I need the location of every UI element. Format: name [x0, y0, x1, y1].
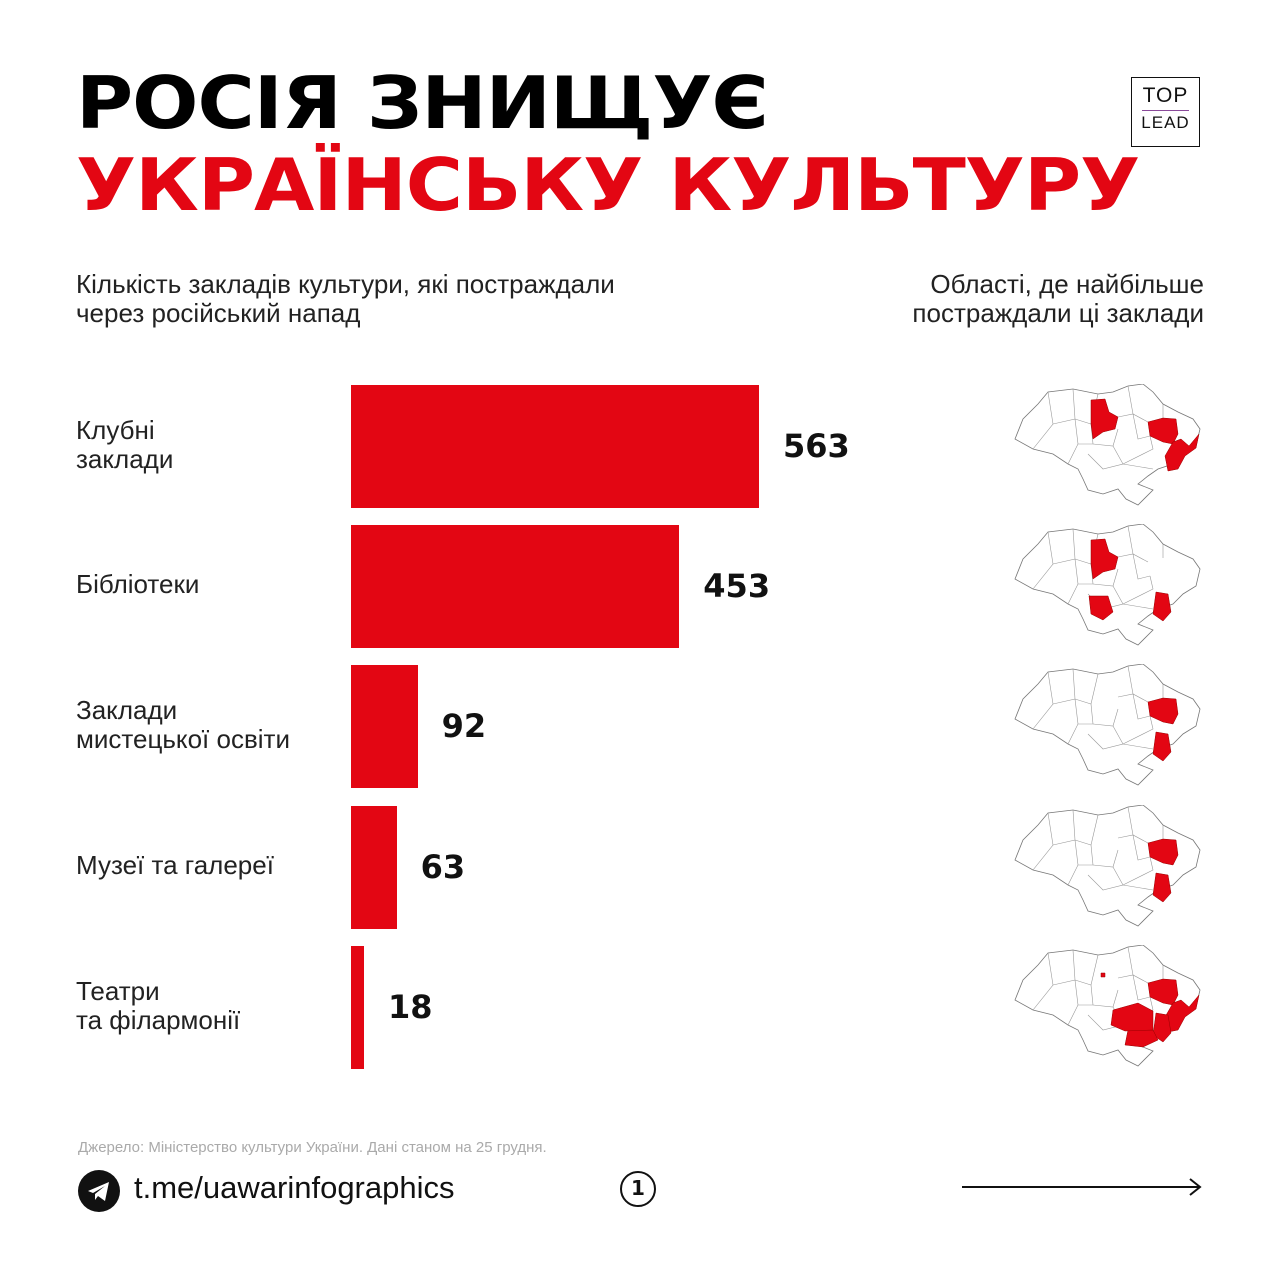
logo-bottom: LEAD — [1141, 113, 1190, 132]
highlighted-region-zaporizhzhia — [1124, 1029, 1159, 1048]
title-line-1: РОСІЯ ЗНИЩУЄ — [76, 62, 769, 146]
source-note: Джерело: Міністерство культури України. … — [78, 1139, 547, 1156]
value-label: 453 — [703, 567, 771, 605]
oblast-border — [1127, 806, 1134, 836]
value-label: 563 — [783, 427, 850, 465]
highlighted-region-kharkiv — [1147, 838, 1179, 866]
value-label: 92 — [441, 707, 487, 745]
map-outline — [1014, 805, 1201, 927]
oblast-border — [1127, 946, 1134, 976]
subtitle-left: Кількість закладів культури, які постраж… — [76, 270, 615, 328]
value-label: 63 — [420, 848, 466, 886]
category-label-line: Бібліотеки — [76, 569, 200, 599]
subtitle-right: Області, де найбільше постраждали ці зак… — [912, 270, 1204, 328]
highlighted-region-donetsk — [1152, 591, 1172, 622]
bar — [351, 665, 418, 788]
oblast-border — [1087, 445, 1124, 470]
highlighted-region-luhansk — [1164, 433, 1200, 472]
category-label-line: заклади — [76, 443, 174, 474]
highlighted-region-kharkiv — [1147, 978, 1179, 1006]
category-label-line: Клубні — [76, 414, 155, 445]
title-line-2: УКРАЇНСЬКУ КУЛЬТУРУ — [76, 144, 1140, 228]
oblast-border — [1122, 435, 1154, 465]
category-label: Бібліотеки — [76, 570, 199, 599]
highlighted-region-kharkiv — [1147, 417, 1179, 445]
highlighted-region-kyiv — [1090, 398, 1119, 440]
bar — [351, 806, 397, 929]
logo-top: TOP — [1142, 84, 1189, 107]
category-label-line: мистецької освіти — [76, 723, 290, 754]
ukraine-map — [1014, 524, 1201, 646]
oblast-border — [1127, 665, 1134, 695]
map-outline — [1014, 524, 1201, 646]
ukraine-map — [1014, 664, 1201, 786]
ukraine-map — [1014, 945, 1201, 1067]
highlighted-region-kyiv — [1090, 538, 1119, 580]
category-label: Музеї та галереї — [76, 851, 274, 880]
subtitle-right-line: постраждали ці заклади — [912, 298, 1204, 328]
telegram-link[interactable]: t.me/uawarinfographics — [134, 1170, 455, 1205]
category-label-line: Заклади — [76, 694, 178, 725]
oblast-border — [1132, 413, 1151, 440]
subtitle-left-line: через російський напад — [76, 298, 361, 328]
category-label-line: Музеї та галереї — [76, 850, 274, 880]
ukraine-map — [1014, 805, 1201, 927]
oblast-border — [1122, 603, 1154, 610]
oblast-border — [1122, 884, 1154, 891]
highlighted-region-mykolaiv — [1088, 595, 1114, 621]
highlighted-region-donetsk — [1152, 731, 1172, 762]
oblast-border — [1132, 693, 1151, 720]
value-label: 18 — [388, 988, 433, 1026]
category-label: Театри та філармонії — [76, 975, 241, 1035]
highlighted-region-kharkiv — [1147, 697, 1179, 725]
category-label: Заклади мистецької освіти — [76, 694, 290, 754]
subtitle-left-line: Кількість закладів культури, які постраж… — [76, 269, 615, 299]
category-label-line: Театри — [76, 975, 160, 1006]
oblast-border — [1087, 866, 1124, 891]
telegram-icon[interactable] — [78, 1170, 120, 1212]
oblast-border — [1127, 525, 1134, 555]
arrow-right-icon[interactable] — [960, 1176, 1205, 1202]
oblast-border — [1132, 834, 1151, 861]
oblast-border — [1087, 725, 1124, 750]
highlighted-region-donetsk — [1152, 872, 1172, 903]
oblast-border — [1122, 715, 1154, 745]
bar — [351, 946, 365, 1069]
oblast-border — [1127, 385, 1134, 415]
highlighted-region-dnipro — [1110, 1002, 1154, 1032]
bar — [351, 525, 680, 648]
ukraine-map — [1014, 384, 1201, 506]
map-outline — [1014, 664, 1201, 786]
oblast-border — [1122, 856, 1154, 886]
oblast-border — [1122, 743, 1154, 750]
oblast-border — [1122, 463, 1154, 470]
oblast-border — [1122, 575, 1154, 605]
bar — [351, 385, 759, 508]
top-lead-logo: TOP LEAD — [1131, 77, 1200, 147]
category-label-line: та філармонії — [76, 1004, 241, 1035]
category-label: Клубні заклади — [76, 414, 174, 474]
logo-divider — [1142, 110, 1189, 111]
page-number: 1 — [620, 1171, 656, 1207]
subtitle-right-line: Області, де найбільше — [930, 269, 1204, 299]
oblast-border — [1132, 553, 1151, 580]
oblast-border — [1132, 974, 1151, 1001]
highlighted-region-kyivcity — [1100, 972, 1106, 978]
